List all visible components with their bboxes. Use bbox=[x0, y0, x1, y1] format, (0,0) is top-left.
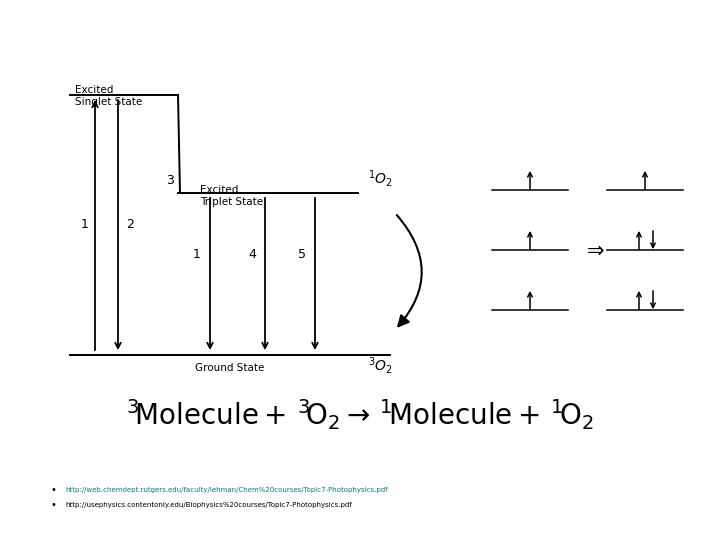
Text: $^{3}O_{2}$: $^{3}O_{2}$ bbox=[368, 354, 393, 375]
Text: 3: 3 bbox=[166, 174, 174, 187]
Text: http://web.chemdept.rutgers.edu/faculty/lehman/Chem%20courses/Topic7-Photophysic: http://web.chemdept.rutgers.edu/faculty/… bbox=[65, 487, 387, 493]
Text: Excited
Triplet State: Excited Triplet State bbox=[200, 185, 263, 207]
Text: 1: 1 bbox=[193, 247, 201, 260]
Text: 2: 2 bbox=[126, 219, 134, 232]
Text: $^{3}\!\mathrm{Molecule} + \,^{3}\!\mathrm{O}_{2} \rightarrow \,^{1}\!\mathrm{Mo: $^{3}\!\mathrm{Molecule} + \,^{3}\!\math… bbox=[126, 397, 594, 433]
FancyArrowPatch shape bbox=[397, 215, 422, 326]
Text: $^{1}O_{2}$: $^{1}O_{2}$ bbox=[368, 167, 393, 188]
Text: 1: 1 bbox=[81, 219, 89, 232]
Text: http://usephysics.contentonly.edu/Biophysics%20courses/Topic7-Photophysics.pdf: http://usephysics.contentonly.edu/Biophy… bbox=[65, 502, 352, 508]
Text: 5: 5 bbox=[298, 247, 306, 260]
Text: Excited
Singlet State: Excited Singlet State bbox=[75, 85, 143, 107]
Text: 4: 4 bbox=[248, 247, 256, 260]
Text: Ground State: Ground State bbox=[195, 363, 265, 373]
Text: •: • bbox=[50, 500, 56, 510]
Text: $\Rightarrow$: $\Rightarrow$ bbox=[582, 240, 604, 260]
Text: •: • bbox=[50, 485, 56, 495]
